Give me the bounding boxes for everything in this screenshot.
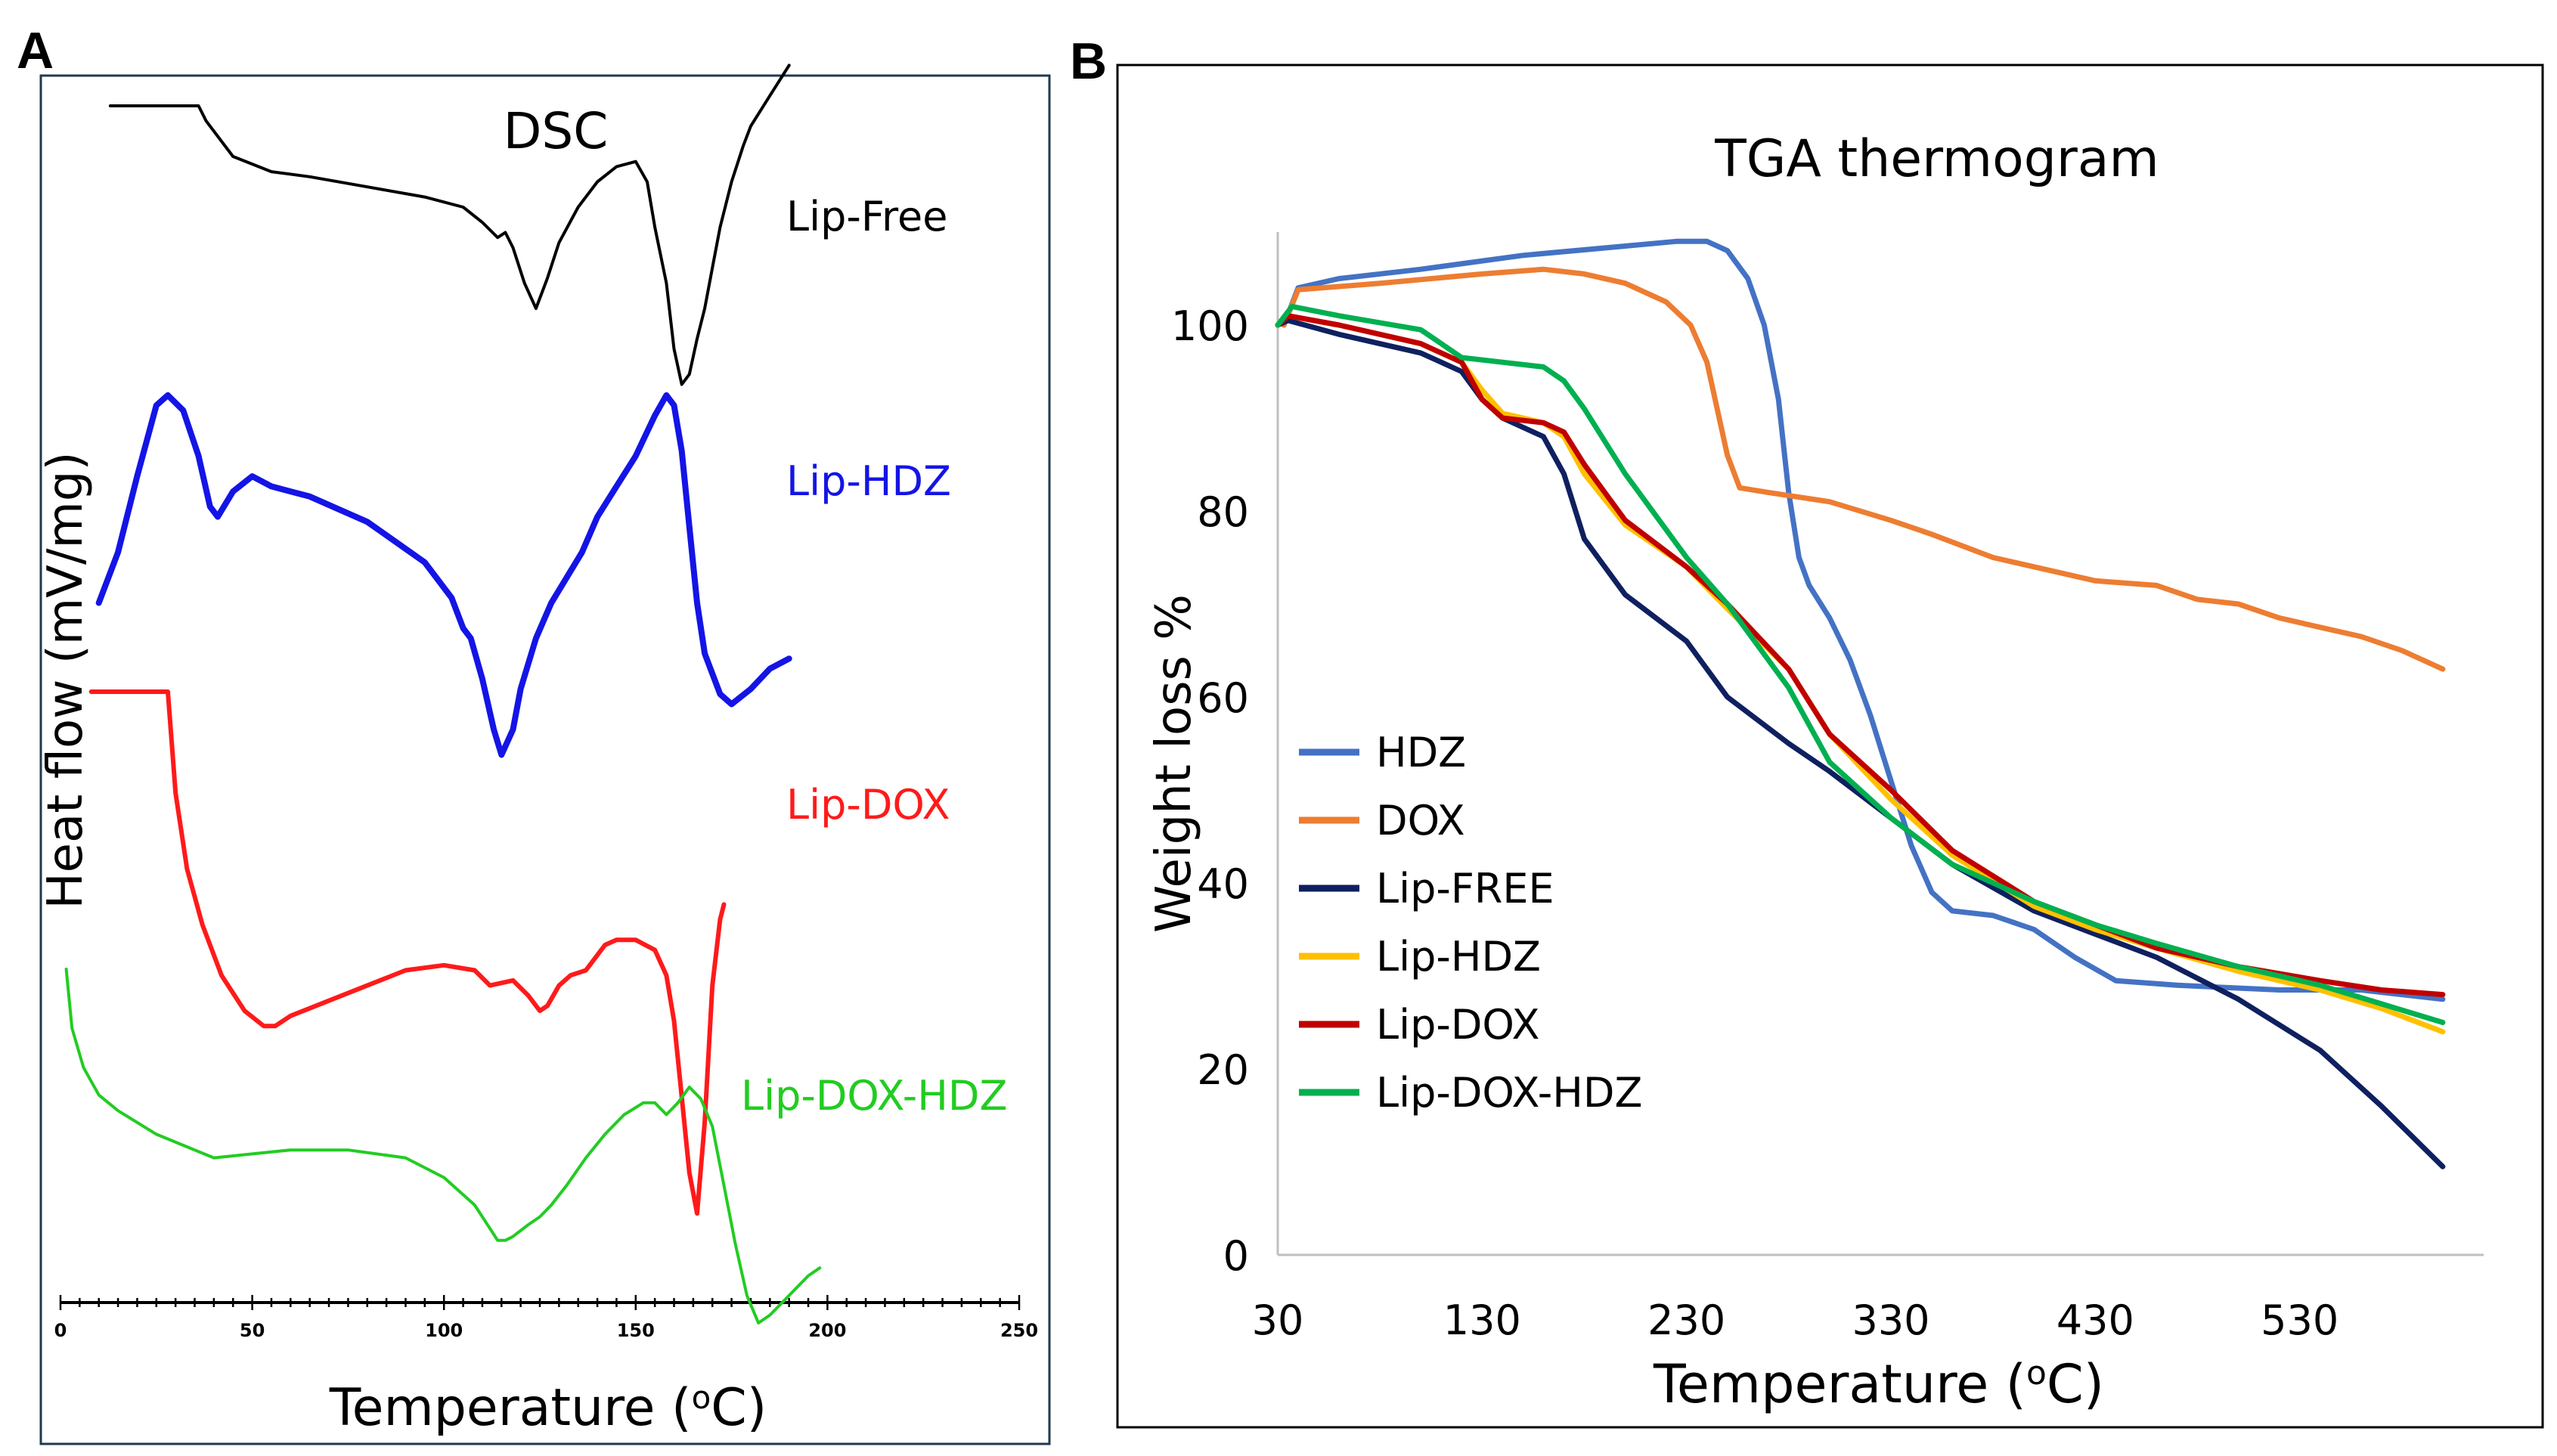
dsc-x-tick-label: 50 <box>240 1320 265 1341</box>
dsc-x-tick-label: 150 <box>617 1320 655 1341</box>
dsc-xlabel-o: o <box>692 1379 711 1416</box>
dsc-title: DSC <box>504 102 609 160</box>
tga-x-tick-label: 30 <box>1252 1296 1304 1344</box>
dsc-frame <box>39 74 1051 1445</box>
tga-series-lip-hdz <box>1275 313 2446 1035</box>
panel-b-label: B <box>1070 33 1108 90</box>
panel-a-label: A <box>17 22 54 79</box>
dsc-label-lip-dox-hdz: Lip-DOX-HDZ <box>741 1072 1007 1120</box>
tga-x-tick-label: 430 <box>2056 1296 2134 1344</box>
tga-series-lip-dox <box>1275 313 2446 998</box>
tga-x-tick-label: 330 <box>1852 1296 1929 1344</box>
dsc-xlabel: Temperature (oC) <box>329 1378 767 1438</box>
dsc-xlabel-pre: Temperature ( <box>329 1378 692 1438</box>
dsc-x-tick-label: 250 <box>1000 1320 1038 1341</box>
dsc-series-lip-dox-hdz <box>64 968 822 1324</box>
dsc-series-labels: Lip-Free Lip-HDZ Lip-DOX Lip-DOX-HDZ <box>741 193 1007 1120</box>
tga-y-tick-label: 40 <box>1197 860 1249 908</box>
tga-y-tick-label: 0 <box>1223 1232 1249 1280</box>
tga-frame <box>1116 64 2544 1429</box>
tga-series-dox <box>1281 266 2446 672</box>
dsc-x-tick-label: 100 <box>425 1320 463 1341</box>
tga-xlabel-o: o <box>2026 1354 2047 1392</box>
dsc-ylabel: Heat flow (mV/mg) <box>38 452 94 909</box>
dsc-x-axis: 0 50 100 150 200 250 <box>54 1295 1038 1341</box>
tga-series-hdz <box>1281 238 2446 1002</box>
tga-x-tick-label: 230 <box>1647 1296 1725 1344</box>
tga-y-tick-label: 100 <box>1171 302 1249 350</box>
dsc-series-lip-hdz <box>95 392 792 758</box>
tga-legend-label-lip-hdz: Lip-HDZ <box>1376 933 1541 980</box>
tga-legend-label-lip-free: Lip-FREE <box>1376 865 1554 912</box>
tga-xlabel: Temperature (oC) <box>1653 1353 2104 1415</box>
tga-title: TGA thermogram <box>1714 129 2159 189</box>
tga-series-lip-free <box>1275 318 2446 1169</box>
tga-ylabel: Weight loss % <box>1146 594 1202 933</box>
tga-xlabel-post: C) <box>2047 1353 2104 1415</box>
tga-legend-label-lip-dox-hdz: Lip-DOX-HDZ <box>1376 1069 1642 1117</box>
dsc-series-lip-free <box>108 64 791 386</box>
dsc-xlabel-post: C) <box>711 1378 767 1438</box>
dsc-label-lip-hdz: Lip-HDZ <box>786 457 951 505</box>
dsc-x-tick-label: 0 <box>54 1320 67 1341</box>
tga-y-tick-label: 60 <box>1197 674 1249 722</box>
tga-y-tick-label: 20 <box>1197 1046 1249 1094</box>
tga-xlabel-pre: Temperature ( <box>1653 1353 2026 1415</box>
tga-legend-label-lip-dox: Lip-DOX <box>1376 1001 1539 1049</box>
dsc-series-group <box>64 64 822 1324</box>
dsc-series-lip-dox <box>88 689 727 1216</box>
tga-legend-label-dox: DOX <box>1376 797 1465 844</box>
tga-axes: 0 20 40 60 80 100 30 130 230 330 430 530 <box>1171 232 2484 1344</box>
tga-y-tick-label: 80 <box>1197 488 1249 536</box>
tga-series-group <box>1275 238 2446 1169</box>
dsc-label-lip-dox: Lip-DOX <box>786 781 950 829</box>
dsc-x-tick-label: 200 <box>808 1320 846 1341</box>
dsc-label-lip-free: Lip-Free <box>786 193 947 240</box>
tga-series-lip-dox-hdz <box>1275 303 2446 1025</box>
tga-x-tick-label: 530 <box>2261 1296 2338 1344</box>
tga-legend: HDZ DOX Lip-FREE Lip-HDZ Lip-DOX Lip-DOX-HDZ <box>1299 729 1642 1117</box>
tga-legend-label-hdz: HDZ <box>1376 729 1466 776</box>
tga-x-tick-label: 130 <box>1443 1296 1521 1344</box>
